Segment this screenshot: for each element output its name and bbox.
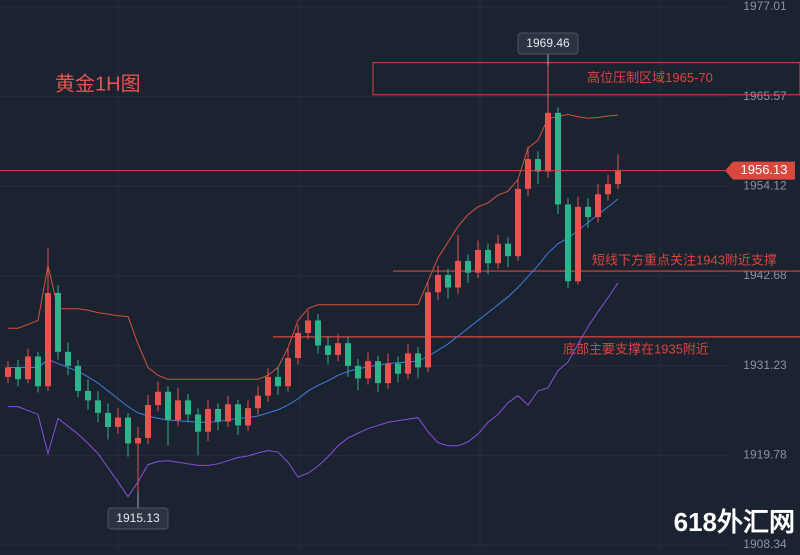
candle-body (335, 343, 341, 355)
candle-body (75, 365, 81, 391)
candle-body (185, 400, 191, 415)
candle-body (15, 367, 21, 380)
candle-body (115, 417, 121, 427)
candle-body (215, 408, 221, 422)
candle-body (295, 332, 301, 359)
candle-body (275, 376, 281, 387)
candle-body (285, 358, 291, 387)
candle-body (325, 345, 331, 355)
candle-body (5, 367, 11, 377)
candle-body (265, 376, 271, 396)
candle-body (375, 361, 381, 384)
candle-body (605, 184, 611, 195)
candle-body (575, 206, 581, 282)
last-price-tag (725, 161, 795, 180)
candle-body (385, 363, 391, 384)
candle-body (105, 412, 111, 427)
watermark: 618外汇网 (674, 507, 795, 537)
candle-body (505, 243, 511, 257)
candle-body (165, 391, 171, 420)
candle-body (205, 408, 211, 432)
candle-body (425, 292, 431, 368)
candle-body (405, 353, 411, 374)
candle-body (315, 320, 321, 346)
y-tick-label: 1965.57 (743, 89, 787, 103)
y-tick-label: 1919.78 (743, 448, 787, 462)
candle-body (35, 356, 41, 387)
candle-body (345, 343, 351, 366)
candle-body (255, 395, 261, 409)
candle-body (555, 112, 561, 205)
band-line (8, 282, 619, 498)
candle-body (475, 249, 481, 273)
candle-body (485, 249, 491, 264)
candle-body (135, 437, 141, 444)
band-line (8, 113, 619, 380)
candle-body (55, 293, 61, 352)
candle-body (355, 365, 361, 379)
candle-body (175, 400, 181, 420)
candle-body (85, 390, 91, 401)
candle-body (195, 414, 201, 432)
last-price-label: 1956.13 (741, 162, 788, 177)
candle-body (155, 391, 161, 406)
candle-body (415, 353, 421, 368)
candle-body (435, 275, 441, 293)
candle-body (235, 404, 241, 426)
candle-body (615, 170, 621, 185)
high-label: 1969.46 (526, 36, 570, 50)
y-tick-label: 1931.23 (743, 358, 787, 372)
y-tick-label: 1954.12 (743, 178, 787, 192)
candle-body (395, 363, 401, 374)
low-bubble (107, 507, 169, 530)
candle-body (95, 400, 101, 413)
candle-body (245, 408, 251, 426)
support-label: 底部主要支撑在1935附近 (563, 341, 709, 356)
candle-body (145, 405, 151, 438)
candle-body (585, 206, 591, 218)
y-tick-label: 1942.68 (743, 268, 787, 282)
candle-body (365, 361, 371, 379)
candle-body (225, 404, 231, 422)
candle-body (545, 112, 551, 172)
candle-body (595, 194, 601, 218)
candle-body (525, 159, 531, 189)
candle-body (445, 275, 451, 288)
candle-body (565, 204, 571, 282)
low-label: 1915.13 (116, 511, 160, 525)
candle-body (65, 351, 71, 366)
high-bubble (517, 32, 579, 55)
candle-body (25, 356, 31, 380)
y-tick-label: 1908.34 (743, 537, 787, 550)
band-line (8, 198, 619, 423)
candle-body (515, 188, 521, 257)
candle-body (45, 293, 51, 387)
candle-body (455, 260, 461, 288)
candle-body (535, 159, 541, 172)
chart-title: 黄金1H图 (55, 72, 141, 95)
support-label: 短线下方重点关注1943附近支撑 (592, 253, 777, 268)
candle-body (305, 320, 311, 333)
candle-body (495, 243, 501, 264)
candle-body (125, 417, 131, 444)
candle-body (465, 260, 471, 273)
zone (372, 62, 800, 96)
y-tick-label: 1977.01 (743, 0, 787, 13)
zone-label: 高位压制区域1965-70 (587, 70, 713, 85)
